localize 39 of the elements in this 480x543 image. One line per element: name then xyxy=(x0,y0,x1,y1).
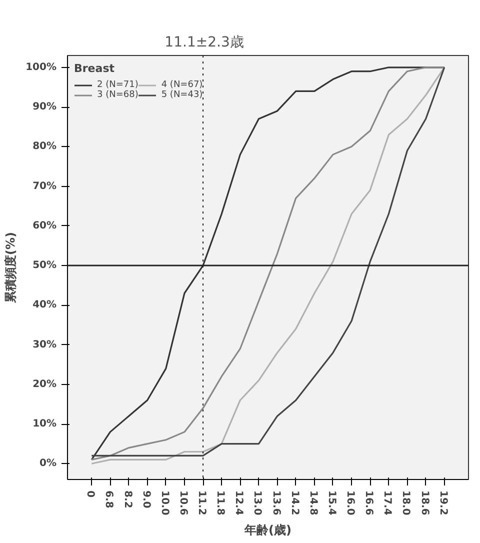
x-tick-label: 18.6 xyxy=(418,490,430,516)
x-tick-label: 14.8 xyxy=(307,490,318,516)
ref-line-label: 11.1±2.3歳 xyxy=(164,34,244,50)
legend-label: 4 (N=67) xyxy=(161,80,203,90)
x-tick-label: 15.4 xyxy=(326,490,337,516)
legend-label: 2 (N=71) xyxy=(97,80,138,90)
x-tick-label: 11.8 xyxy=(214,490,226,516)
x-tick-label: 10.0 xyxy=(158,490,170,516)
y-tick-label: 100% xyxy=(26,62,57,73)
x-tick-label: 18.0 xyxy=(400,490,412,516)
y-axis-title: 累積頻度(%) xyxy=(4,232,18,304)
x-tick-label: 9.0 xyxy=(140,490,152,508)
y-tick-label: 90% xyxy=(32,102,56,113)
x-tick-label: 13.6 xyxy=(270,490,282,516)
x-tick-label: 10.6 xyxy=(177,490,188,516)
x-tick-label: 8.2 xyxy=(122,490,133,508)
y-tick-label: 10% xyxy=(32,418,56,430)
y-tick-label: 0% xyxy=(40,458,57,470)
legend-label: 5 (N=43) xyxy=(161,90,203,100)
y-tick-label: 70% xyxy=(32,180,56,192)
x-axis-title: 年齢(歳) xyxy=(244,523,292,538)
x-tick-label: 12.4 xyxy=(233,490,244,516)
x-tick-label: 17.4 xyxy=(382,490,393,516)
y-tick-label: 40% xyxy=(32,300,56,311)
x-tick-label: 16.0 xyxy=(344,490,356,516)
y-tick-label: 80% xyxy=(32,141,56,152)
y-tick-label: 50% xyxy=(32,260,56,272)
x-tick-label: 11.2 xyxy=(196,490,208,516)
y-tick-label: 30% xyxy=(32,339,56,350)
x-tick-label: 6.8 xyxy=(103,490,114,508)
x-tick-label: 14.2 xyxy=(288,490,300,516)
x-tick-label: 0 xyxy=(84,490,96,498)
y-tick-label: 60% xyxy=(32,220,56,232)
x-tick-label: 19.2 xyxy=(437,490,448,516)
legend-title: Breast xyxy=(74,62,116,75)
legend-label: 3 (N=68) xyxy=(97,90,138,100)
x-tick-label: 16.6 xyxy=(363,490,374,516)
x-tick-label: 13.0 xyxy=(252,490,263,516)
y-tick-label: 20% xyxy=(32,378,56,390)
